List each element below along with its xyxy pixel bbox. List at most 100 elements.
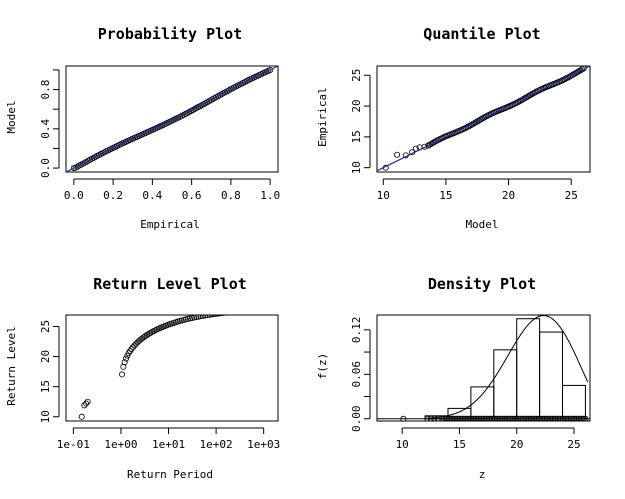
y-tick-label: 25 <box>350 69 363 82</box>
data-point <box>527 92 534 99</box>
chart-title-quantile: Quantile Plot <box>423 25 540 43</box>
data-point <box>145 330 152 337</box>
data-point <box>121 359 128 366</box>
reference-line <box>377 66 590 172</box>
data-point <box>267 67 274 74</box>
x-tick-label: 0.4 <box>142 189 162 202</box>
data-point <box>522 94 529 101</box>
plot-frame <box>65 65 279 173</box>
data-point <box>428 140 435 147</box>
data-point <box>98 0 103 3</box>
data-point <box>117 0 122 3</box>
data-point <box>202 315 209 319</box>
data-point <box>427 415 434 421</box>
data-point <box>230 309 235 314</box>
y-tick-label: 0.00 <box>350 406 363 433</box>
data-point <box>111 0 116 3</box>
plot-frame <box>65 314 279 422</box>
plot-area-density: 10 15 20 25 0.00 0.06 0.12 <box>350 314 591 451</box>
data-point <box>106 0 111 3</box>
data-point <box>87 0 92 3</box>
data-point <box>426 141 433 148</box>
x-tick-label: 1e+03 <box>247 438 280 451</box>
data-point <box>580 415 587 421</box>
data-point <box>400 415 407 421</box>
data-point <box>579 415 586 421</box>
data-point <box>95 0 100 3</box>
data-point <box>213 315 220 317</box>
x-tick-label: 1e+00 <box>104 438 137 451</box>
data-point <box>88 0 93 3</box>
data-point <box>568 72 575 79</box>
data-point <box>92 0 97 3</box>
x-tick-label: 1e-01 <box>57 438 90 451</box>
data-point <box>100 0 105 3</box>
data-point <box>119 371 126 378</box>
y-tick-label: 0.8 <box>39 80 52 100</box>
data-point <box>84 398 91 405</box>
data-point <box>478 115 485 122</box>
data-point <box>524 93 531 100</box>
data-point <box>218 315 224 317</box>
data-point <box>577 67 584 74</box>
data-point <box>86 0 91 3</box>
plot-frame <box>376 65 591 173</box>
data-point <box>519 96 526 103</box>
data-point <box>97 0 102 3</box>
data-point <box>233 309 238 314</box>
x-tick-label: 1e+01 <box>152 438 185 451</box>
y-tick-label: 0.12 <box>350 317 363 344</box>
data-point <box>191 315 198 321</box>
y-label-return-level: Return Level <box>5 326 18 405</box>
x-label-probability: Empirical <box>140 218 200 231</box>
plot-area-probability: 0.0 0.2 0.4 0.6 0.8 1.0 0.0 0.4 0.8 <box>39 65 280 202</box>
data-point <box>89 0 94 3</box>
data-point <box>521 95 528 102</box>
data-point <box>108 0 113 3</box>
x-tick-label: 10 <box>377 189 390 202</box>
data-point <box>88 0 93 3</box>
data-point <box>256 307 261 312</box>
data-point <box>86 0 91 3</box>
data-point <box>143 332 150 339</box>
data-point <box>235 309 240 314</box>
data-point <box>525 92 532 99</box>
data-point <box>87 0 92 3</box>
data-point <box>90 0 95 3</box>
data-point <box>245 308 250 313</box>
data-point <box>431 415 438 421</box>
data-point <box>142 333 149 340</box>
x-tick-label: 0.2 <box>103 189 123 202</box>
data-point <box>93 0 98 3</box>
plot-frame <box>376 314 591 422</box>
data-point <box>85 0 90 3</box>
data-point <box>89 0 94 3</box>
panel-density-plot: Density Plot z f(z) 10 15 20 25 0.00 0.06 0.12 <box>316 275 591 481</box>
plot-clip-group <box>78 0 263 420</box>
data-point <box>105 0 110 3</box>
data-point <box>253 307 258 312</box>
data-point <box>90 0 95 3</box>
panel-return-level-plot: Return Level Plot Return Period Return L… <box>5 0 280 481</box>
data-point <box>131 342 138 349</box>
data-point <box>424 415 431 421</box>
data-point <box>92 0 97 3</box>
data-point <box>566 73 573 80</box>
x-label-quantile: Model <box>465 218 498 231</box>
data-point <box>91 0 96 3</box>
panel-probability-plot: Probability Plot Empirical Model 0.0 0.2 0… <box>5 25 280 231</box>
data-point <box>243 308 248 313</box>
y-label-probability: Model <box>5 100 18 133</box>
y-tick-label: 0.06 <box>350 361 363 388</box>
data-point <box>96 0 101 3</box>
data-point <box>78 413 85 420</box>
data-point <box>574 69 581 76</box>
data-point <box>240 308 245 313</box>
data-point <box>258 307 263 312</box>
data-point <box>113 0 118 3</box>
plot-clip-group <box>66 66 278 172</box>
x-tick-label: 15 <box>439 189 452 202</box>
data-point <box>103 0 108 3</box>
histogram-bar <box>516 318 541 420</box>
